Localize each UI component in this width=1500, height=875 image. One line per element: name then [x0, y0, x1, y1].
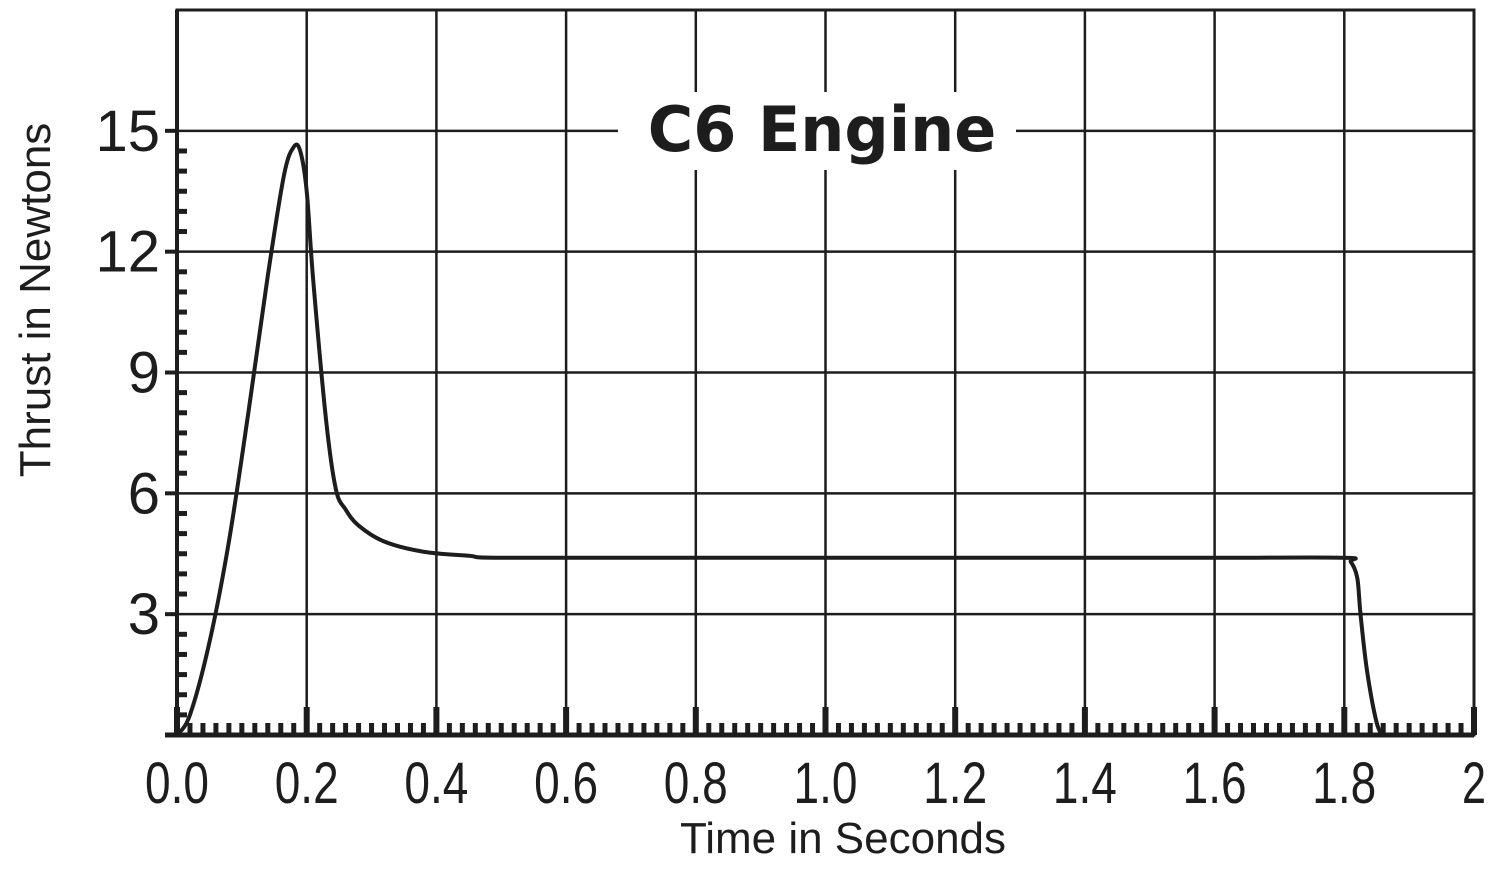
- title-backdrop: [618, 92, 1016, 170]
- x-axis-title: Time in Seconds: [680, 814, 1006, 863]
- x-tick-label: 0.4: [404, 751, 468, 816]
- x-tick-label: 1.6: [1183, 751, 1247, 816]
- y-tick-label: 12: [95, 220, 160, 285]
- x-tick-labels: 0.0 0.2 0.4 0.6 0.8 1.0 1.2 1.4 1.6 1.8 2: [145, 751, 1486, 816]
- y-tick-label: 6: [128, 461, 160, 526]
- x-tick-label: 1.8: [1312, 751, 1376, 816]
- chart-title: C6 Engine: [648, 93, 997, 166]
- thrust-curve: [175, 142, 1386, 737]
- x-tick-label: 0.8: [664, 751, 728, 816]
- y-tick-labels: 3 6 9 12 15: [95, 99, 160, 647]
- grid: [175, 8, 1476, 737]
- x-tick-label: 1.0: [794, 751, 858, 816]
- y-tick-label: 15: [95, 99, 160, 164]
- axes: [165, 10, 1474, 738]
- y-axis-title: Thrust in Newtons: [11, 123, 60, 478]
- y-tick-label: 3: [128, 582, 160, 647]
- y-tick-label: 9: [128, 341, 160, 406]
- x-tick-label: 2: [1462, 751, 1486, 816]
- x-tick-label: 1.4: [1053, 751, 1117, 816]
- x-tick-label: 0.2: [275, 751, 339, 816]
- x-tick-label: 0.0: [145, 751, 209, 816]
- x-tick-label: 1.2: [923, 751, 987, 816]
- series-layer: [175, 142, 1386, 737]
- x-tick-label: 0.6: [534, 751, 598, 816]
